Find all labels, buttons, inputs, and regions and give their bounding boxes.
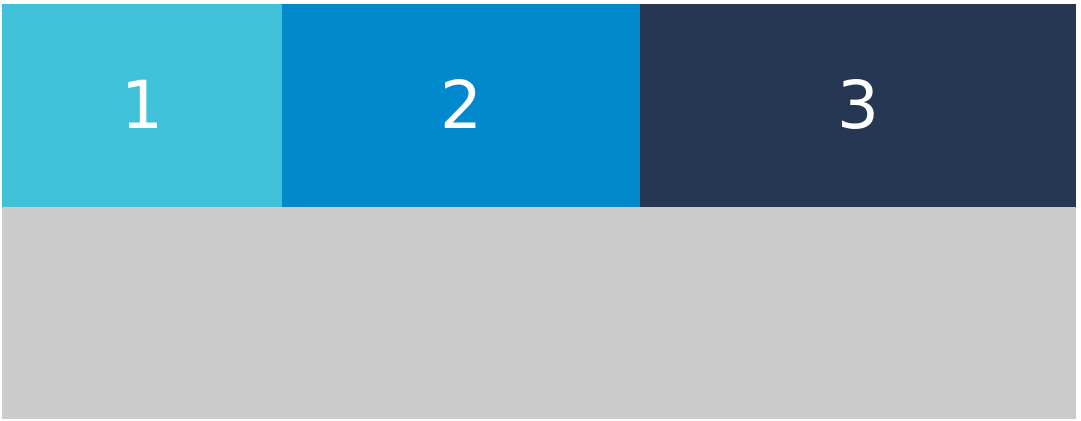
segment-2-label: 2 xyxy=(440,66,482,144)
segment-row: 1 2 3 xyxy=(2,4,1076,207)
segment-1-label: 1 xyxy=(121,66,163,144)
segment-1: 1 xyxy=(2,4,282,207)
bottom-panel xyxy=(2,207,1076,419)
segment-diagram: 1 2 3 xyxy=(2,4,1076,419)
segment-2: 2 xyxy=(282,4,640,207)
segment-3: 3 xyxy=(640,4,1076,207)
segment-3-label: 3 xyxy=(837,66,879,144)
